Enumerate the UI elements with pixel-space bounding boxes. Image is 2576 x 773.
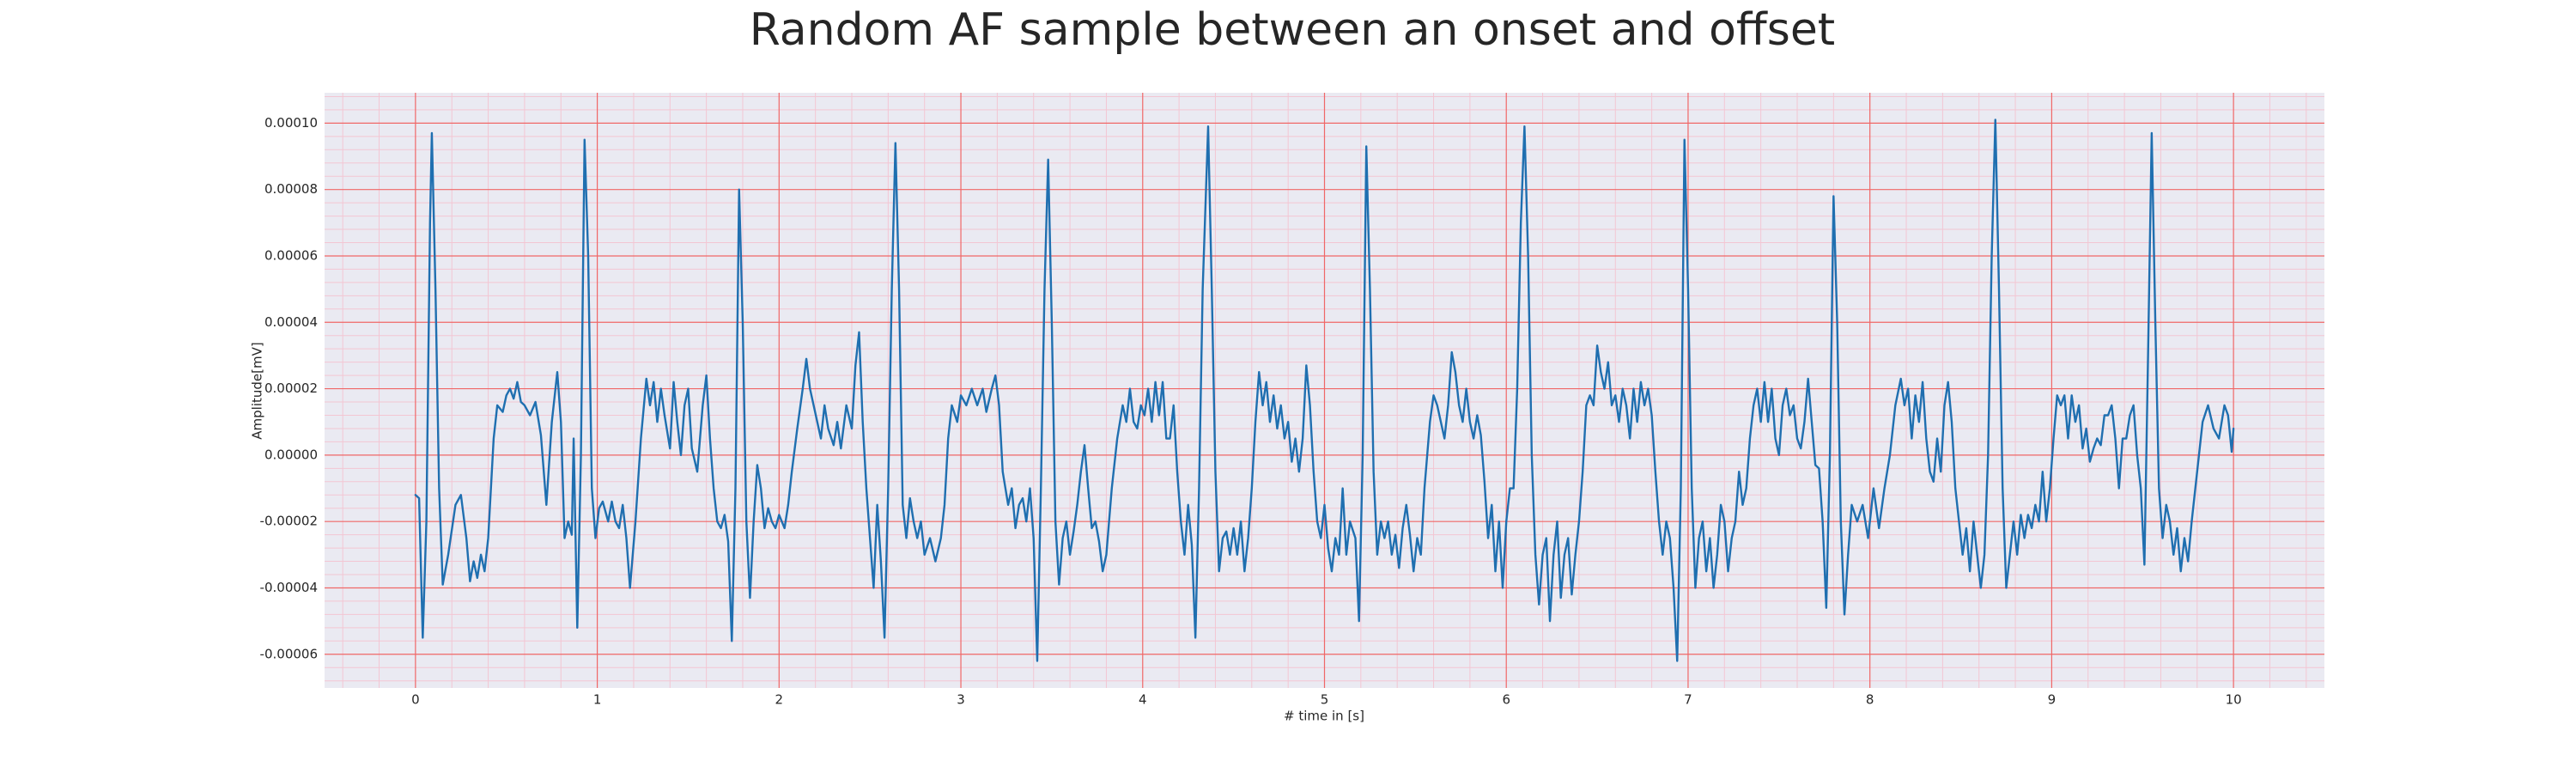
x-axis-label: # time in [s] [1284,709,1364,724]
y-axis-label: Amplitude[mV] [250,342,265,439]
y-tick-label: 0.00000 [264,447,318,462]
plot-area [414,119,2235,662]
y-tick-label: -0.00004 [260,580,318,595]
y-tick-label: -0.00002 [260,514,318,529]
y-tick-label: 0.00002 [264,380,318,396]
x-tick-label: 1 [593,692,602,708]
y-tick-label: -0.00006 [260,646,318,661]
x-tick-label: 8 [1866,692,1874,708]
y-tick-label: 0.00006 [264,247,318,263]
y-tick-label: 0.00010 [264,115,318,131]
x-tick-label: 5 [1321,692,1329,708]
x-tick-label: 9 [2048,692,2057,708]
x-tick-label: 4 [1139,692,1147,708]
major-grid [325,93,2324,688]
x-tick-label: 6 [1502,692,1510,708]
x-tick-label: 10 [2226,692,2242,708]
y-tick-label: 0.00008 [264,181,318,197]
labels: 0 1 2 3 4 5 6 7 8 9 10 -0.00006 -0.00004 -0.00002 0.00… [260,115,2242,708]
x-tick-label: 2 [775,692,784,708]
y-tick-label: 0.00004 [264,314,318,330]
x-tick-label: 0 [411,692,420,708]
x-tick-label: 7 [1684,692,1692,708]
x-tick-label: 3 [957,692,965,708]
chart-title: Random AF sample between an onset and of… [750,4,1835,56]
signal-line [414,119,2235,662]
